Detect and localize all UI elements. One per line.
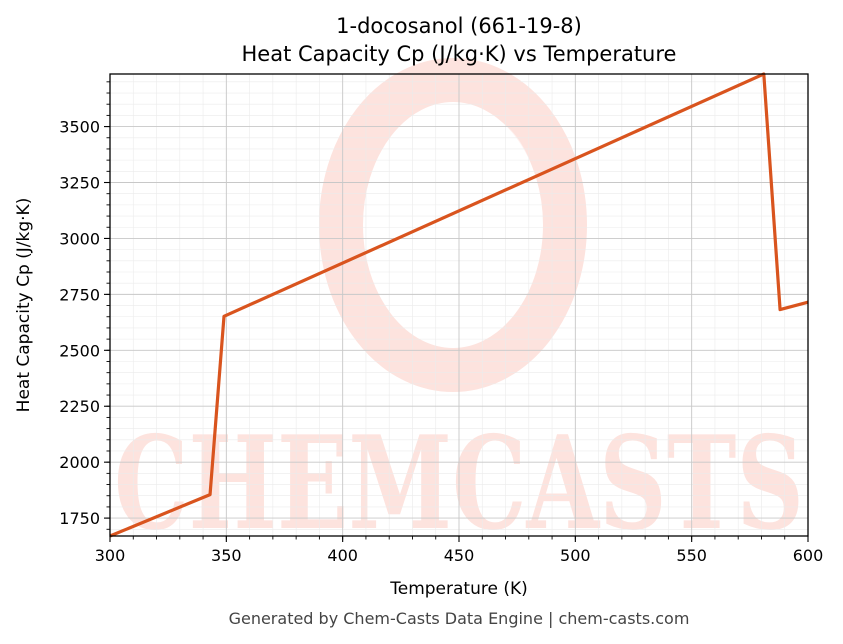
x-tick-label: 600 — [793, 546, 824, 565]
x-tick-label: 300 — [95, 546, 126, 565]
series-line — [109, 72, 809, 538]
y-tick-label: 2000 — [59, 453, 100, 472]
y-tick-label: 2250 — [59, 397, 100, 416]
x-tick-label: 400 — [327, 546, 358, 565]
x-tick-label: 500 — [560, 546, 591, 565]
x-tick-label: 450 — [444, 546, 475, 565]
footer-credit: Generated by Chem-Casts Data Engine | ch… — [229, 609, 690, 628]
y-tick-label: 3000 — [59, 229, 100, 248]
y-tick-label: 2750 — [59, 285, 100, 304]
y-tick-label: 3500 — [59, 118, 100, 137]
y-tick-label: 1750 — [59, 509, 100, 528]
y-tick-label: 2500 — [59, 341, 100, 360]
y-axis-label: Heat Capacity Cp (J/kg·K) — [14, 198, 34, 413]
y-axis-ticks: 1750 2000 2250 2500 2750 3000 3250 3500 — [59, 81, 110, 530]
y-tick-label: 3250 — [59, 174, 100, 193]
x-tick-label: 350 — [211, 546, 242, 565]
x-axis-label: Temperature (K) — [389, 579, 528, 599]
chart-title-line2: Heat Capacity Cp (J/kg·K) vs Temperature — [242, 42, 677, 66]
x-axis-ticks: 300 350 400 450 500 550 600 — [95, 536, 824, 565]
watermark-logo-icon — [319, 58, 587, 392]
x-tick-label: 550 — [676, 546, 707, 565]
chart-title-line1: 1-docosanol (661-19-8) — [336, 14, 582, 38]
